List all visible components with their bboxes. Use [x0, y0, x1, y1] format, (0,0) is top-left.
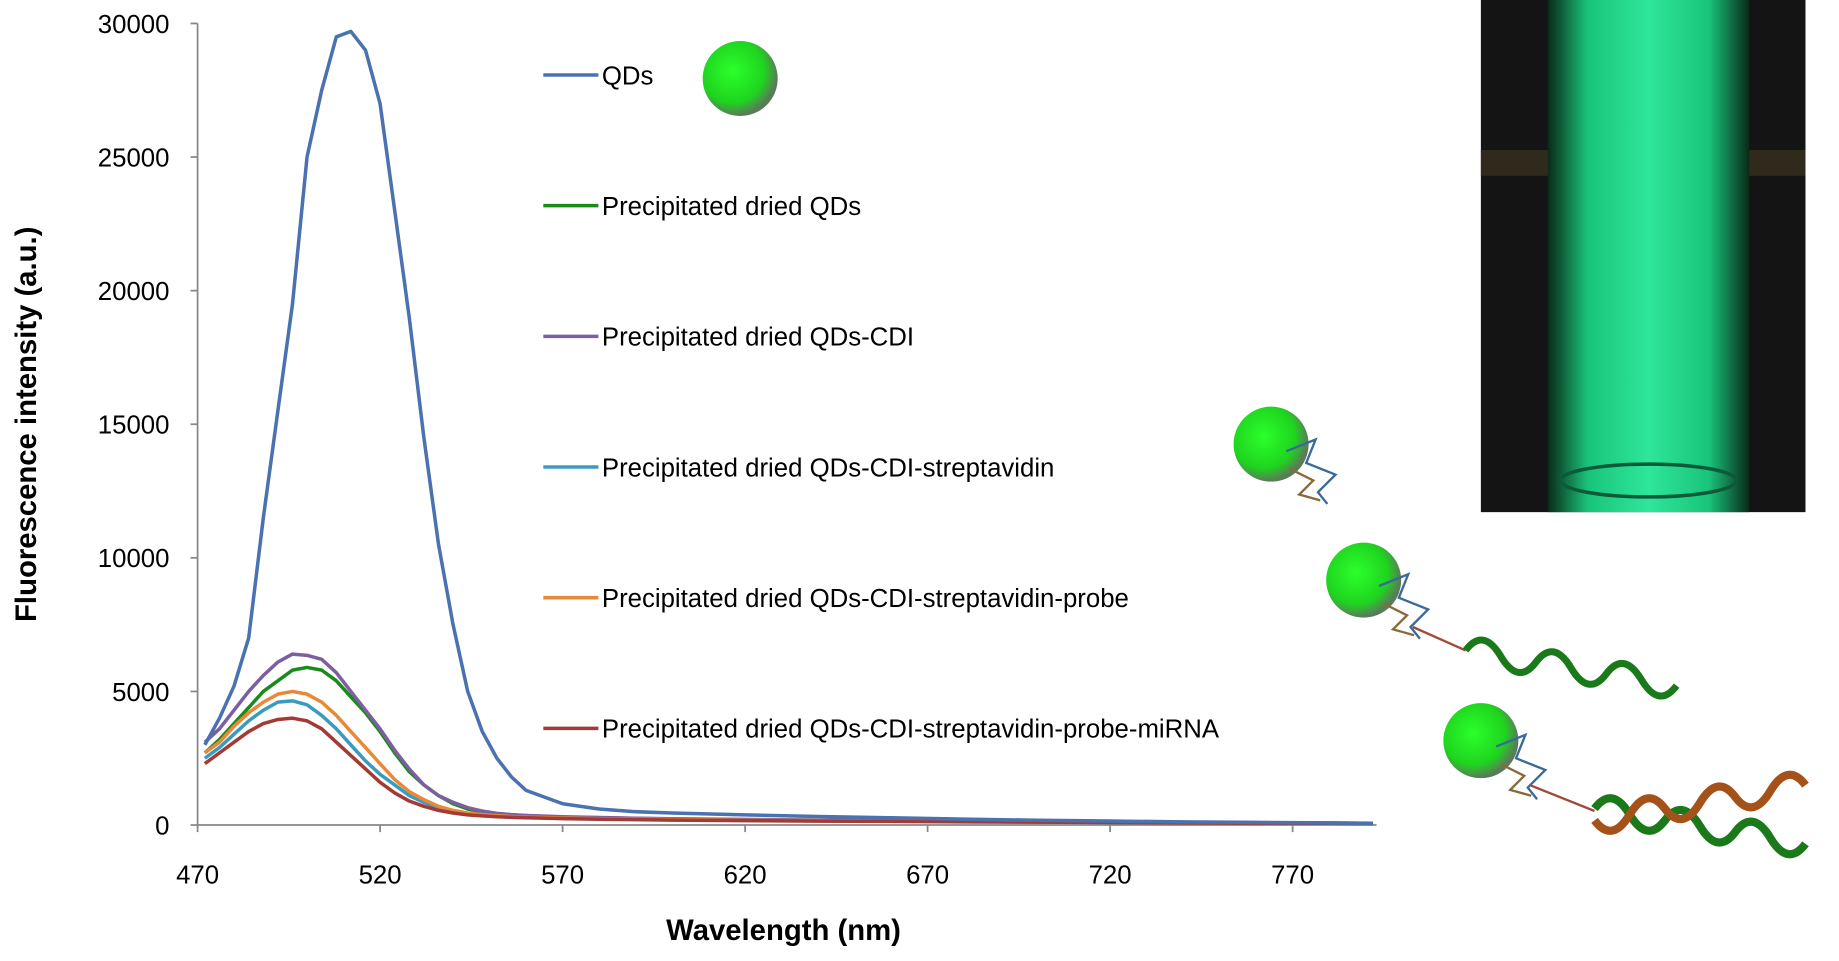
y-tick-label: 0: [155, 812, 169, 840]
qd-illustrations: [702, 41, 1809, 859]
legend-label: Precipitated dried QDs-CDI-streptavidin: [602, 454, 1055, 482]
y-tick-label: 20000: [98, 278, 170, 306]
legend-label: Precipitated dried QDs: [602, 193, 861, 221]
legend-label: QDs: [602, 62, 654, 90]
legend-label: Precipitated dried QDs-CDI: [602, 324, 914, 352]
legend-label: Precipitated dried QDs-CDI-streptavidin-…: [602, 716, 1220, 744]
y-axis-title: Fluorescence intensity (a.u.): [10, 227, 43, 622]
x-tick-label: 620: [724, 862, 767, 890]
series-line: [203, 689, 1373, 826]
x-axis-title: Wavelength (nm): [666, 914, 901, 947]
y-tick-label: 15000: [98, 412, 170, 440]
x-tick-label: 570: [541, 862, 584, 890]
x-tick-label: 470: [176, 862, 219, 890]
x-tick-label: 520: [359, 862, 402, 890]
y-tick-label: 30000: [98, 11, 170, 39]
tube-photo: [1480, 0, 1806, 513]
y-tick-label: 5000: [112, 679, 169, 707]
x-tick-label: 770: [1271, 862, 1314, 890]
series-line: [203, 716, 1373, 826]
x-tick-label: 670: [906, 862, 949, 890]
y-tick-label: 10000: [98, 545, 170, 573]
series-line: [203, 29, 1373, 826]
y-tick-label: 25000: [98, 144, 170, 172]
x-tick-label: 720: [1089, 862, 1132, 890]
series-line: [203, 665, 1373, 826]
legend-label: Precipitated dried QDs-CDI-streptavidin-…: [602, 585, 1129, 613]
